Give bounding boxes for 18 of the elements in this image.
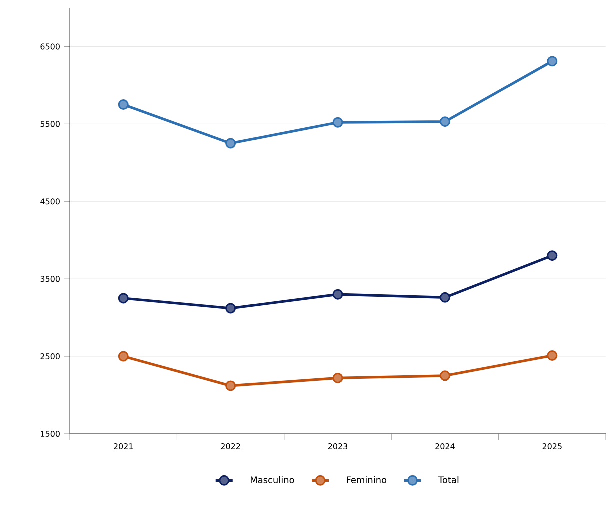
point	[440, 292, 450, 303]
point	[547, 56, 558, 67]
point	[226, 138, 236, 149]
point	[440, 116, 450, 128]
point	[547, 250, 558, 262]
point	[118, 351, 129, 362]
legend-label: Total	[438, 476, 459, 484]
point	[226, 380, 236, 392]
point	[118, 100, 129, 110]
legend-label: Masculino	[251, 476, 294, 484]
point	[226, 303, 236, 314]
legend-label: Feminino	[347, 476, 387, 484]
point	[547, 350, 558, 362]
point	[118, 293, 129, 304]
point	[440, 370, 450, 382]
point	[332, 117, 344, 128]
point	[332, 372, 344, 384]
point	[332, 289, 344, 300]
